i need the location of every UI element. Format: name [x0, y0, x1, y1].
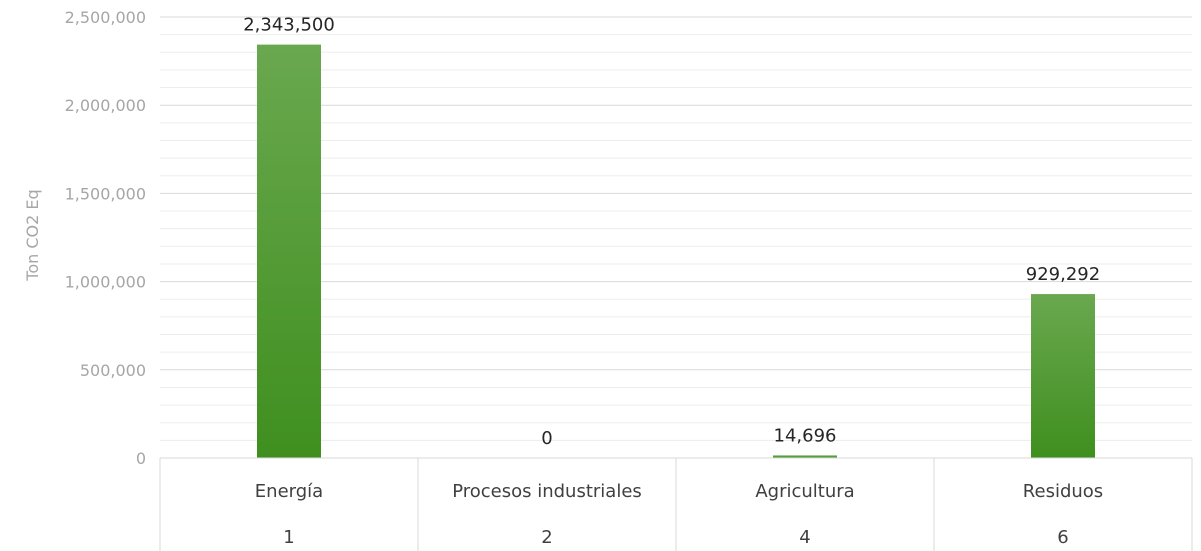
- x-category-code: 4: [799, 527, 810, 548]
- data-label: 14,696: [774, 425, 837, 446]
- x-category-code: 2: [541, 527, 552, 548]
- x-axis-table: Energía 1 Procesos industriales 2 Agricultur…: [159, 457, 1193, 551]
- data-label: 929,292: [1026, 264, 1100, 285]
- y-tick-label: 500,000: [80, 361, 146, 380]
- y-tick-label: 2,500,000: [65, 8, 146, 27]
- grid-lines: [160, 16, 1192, 441]
- x-category-label: Procesos industriales: [452, 481, 642, 502]
- x-category-label: Agricultura: [755, 481, 854, 502]
- bar-energía: [257, 44, 321, 459]
- bars: [257, 44, 1095, 459]
- y-tick-label: 2,000,000: [65, 96, 146, 115]
- y-axis-label: Ton CO2 Eq: [23, 189, 42, 281]
- x-category-code: 6: [1057, 527, 1068, 548]
- data-labels: 2,343,500 0 14,696 929,292: [243, 15, 1100, 449]
- x-category-label: Energía: [255, 481, 323, 502]
- x-category-code: 1: [283, 527, 294, 548]
- y-axis-ticks: 0 500,000 1,000,000 1,500,000 2,000,000 2,500…: [65, 8, 146, 468]
- y-tick-label: 1,000,000: [65, 273, 146, 292]
- data-label: 0: [541, 428, 552, 449]
- bar-residuos: [1031, 294, 1095, 458]
- y-tick-label: 0: [136, 449, 146, 468]
- x-category-label: Residuos: [1023, 481, 1103, 502]
- data-label: 2,343,500: [243, 15, 335, 36]
- y-tick-label: 1,500,000: [65, 184, 146, 203]
- bar-agricultura: [773, 455, 837, 458]
